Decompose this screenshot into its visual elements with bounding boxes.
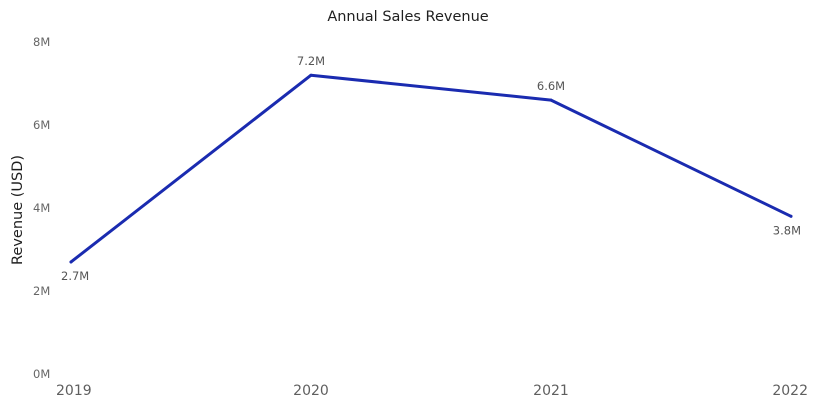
- series-group: [69, 73, 793, 264]
- y-tick-label: 4M: [33, 201, 50, 215]
- data-point: [549, 98, 553, 102]
- y-axis-label: Revenue (USD): [10, 155, 26, 265]
- data-label: 6.6M: [537, 79, 565, 93]
- data-point: [309, 73, 313, 77]
- data-label: 3.8M: [773, 223, 801, 237]
- y-tick-label: 0M: [33, 367, 50, 381]
- y-tick-label: 2M: [33, 284, 50, 298]
- data-label: 7.2M: [297, 54, 325, 68]
- y-axis-ticks: 0M 2M 4M 6M 8M: [33, 35, 50, 381]
- data-point: [789, 214, 793, 218]
- data-point: [69, 260, 73, 264]
- x-tick-label: 2019: [56, 383, 92, 399]
- y-tick-label: 8M: [33, 35, 50, 49]
- y-tick-label: 6M: [33, 118, 50, 132]
- data-labels: 2.7M 7.2M 6.6M 3.8M: [61, 54, 801, 283]
- chart-title: Annual Sales Revenue: [327, 9, 488, 25]
- x-tick-label: 2020: [293, 383, 329, 399]
- x-tick-label: 2022: [772, 383, 808, 399]
- x-tick-label: 2021: [533, 383, 569, 399]
- x-axis-ticks: 2019 2020 2021 2022: [56, 383, 808, 399]
- data-label: 2.7M: [61, 269, 89, 283]
- series-line: [69, 73, 793, 264]
